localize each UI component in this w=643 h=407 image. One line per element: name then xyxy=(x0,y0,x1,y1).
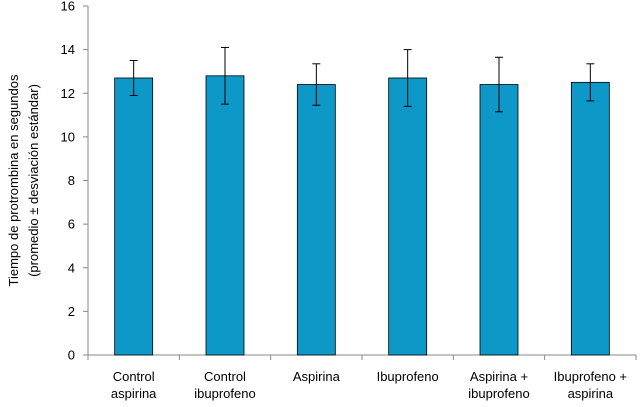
y-axis-title: Tiempo de protrombina en segundos (promed… xyxy=(6,74,41,286)
error-bars xyxy=(129,46,595,113)
bar xyxy=(296,84,336,356)
category-label: Ibuprofeno xyxy=(377,369,439,384)
category-label: ibuprofeno xyxy=(194,386,255,401)
y-tick-label: 8 xyxy=(68,173,75,188)
category-label: Control xyxy=(113,369,155,384)
y-axis-title-line: (promedio ± desviación estándar) xyxy=(26,84,41,277)
y-tick-label: 14 xyxy=(61,42,75,57)
y-tick-label: 2 xyxy=(68,304,75,319)
category-label: Aspirina xyxy=(293,369,341,384)
y-axis: 0 2 4 6 8 10 12 14 16 xyxy=(61,0,89,363)
x-axis xyxy=(87,354,637,360)
bar xyxy=(205,75,245,356)
category-label: Ibuprofeno + xyxy=(554,369,627,384)
y-tick-label: 0 xyxy=(68,348,75,363)
category-label: Control xyxy=(204,369,246,384)
y-tick-label: 16 xyxy=(61,0,75,14)
y-tick-label: 6 xyxy=(68,217,75,232)
category-labels: Control aspirina Control ibuprofeno Aspirina… xyxy=(111,369,627,401)
y-tick-label: 12 xyxy=(61,86,75,101)
y-axis-title-line: Tiempo de protrombina en segundos xyxy=(6,74,21,286)
y-tick-label: 10 xyxy=(61,129,75,144)
category-label: Aspirina + xyxy=(470,369,528,384)
category-label: ibuprofeno xyxy=(468,386,529,401)
category-label: aspirina xyxy=(111,386,157,401)
bar xyxy=(388,77,428,356)
bar xyxy=(570,81,610,356)
y-tick-label: 4 xyxy=(68,260,75,275)
bars xyxy=(114,75,610,356)
bar xyxy=(479,84,519,356)
category-label: aspirina xyxy=(568,386,614,401)
bar xyxy=(114,77,154,356)
